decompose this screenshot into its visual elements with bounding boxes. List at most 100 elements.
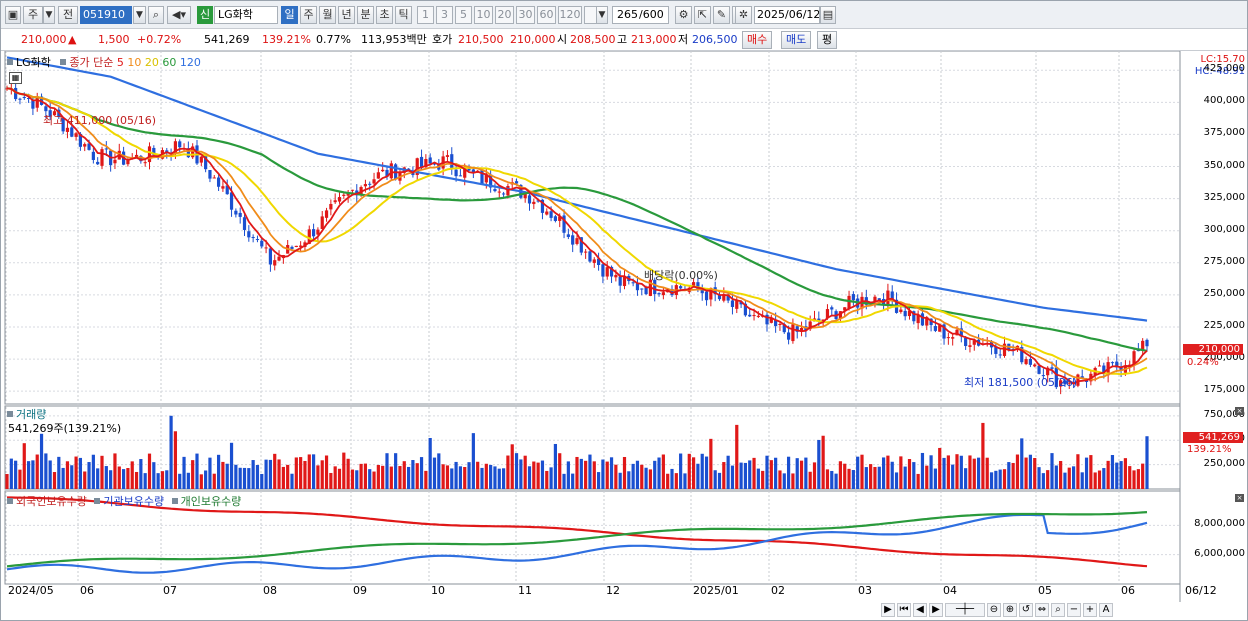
volume-bar <box>1128 466 1132 489</box>
volume-bar <box>208 457 212 489</box>
sell-button[interactable]: 매도 <box>781 31 812 49</box>
volume-bar <box>411 460 415 489</box>
chevron-down-icon[interactable]: ▼ <box>43 6 55 24</box>
speaker-icon[interactable]: ◀▾ <box>167 6 191 24</box>
candle-body <box>74 133 78 137</box>
interval-60-button[interactable]: 60 <box>537 6 556 24</box>
count-input[interactable]: 265 <box>612 6 640 24</box>
candle-body <box>320 216 324 229</box>
volume-bar <box>1007 462 1011 489</box>
volume-bar <box>1106 460 1110 489</box>
volume-bar <box>1071 466 1076 489</box>
interval-20-button[interactable]: 20 <box>495 6 514 24</box>
volume-bar <box>1050 453 1054 489</box>
prev-icon[interactable]: ◀ <box>913 603 927 617</box>
period-year-button[interactable]: 년 <box>338 6 355 24</box>
date-axis-label: 12 <box>606 584 620 597</box>
search-icon[interactable]: ⌕ <box>148 6 164 24</box>
next-icon[interactable]: ▶ <box>929 603 943 617</box>
period-minute-button[interactable]: 분 <box>357 6 374 24</box>
font-icon[interactable]: A <box>1099 603 1113 617</box>
plus-icon[interactable]: + <box>1083 603 1097 617</box>
search-icon[interactable]: ⌕ <box>1051 603 1065 617</box>
grid-toggle-icon[interactable]: ▦ <box>9 72 22 84</box>
price-axis-label: 275,000 <box>1203 255 1245 267</box>
volume-bar <box>199 474 203 489</box>
candle-body <box>955 329 959 336</box>
window-icon[interactable]: ▣ <box>5 6 21 24</box>
volume-bar <box>1132 470 1136 489</box>
fit-icon[interactable]: ⇔ <box>1035 603 1049 617</box>
candle-body <box>44 106 48 112</box>
price-axis-label: 425,000 <box>1203 63 1245 75</box>
candle-body <box>87 143 91 150</box>
candle-body <box>1097 365 1102 367</box>
volume-bar <box>355 470 359 489</box>
price-legend: LG화학 종가 단순 5 10 20 60 120 <box>7 54 201 70</box>
volume-bars <box>5 415 1149 489</box>
date-axis-label: 06 <box>1121 584 1135 597</box>
period-tick-button[interactable]: 틱 <box>395 6 412 24</box>
chevron-down-icon[interactable]: ▼ <box>133 6 146 24</box>
calendar-icon[interactable]: ▤ <box>820 6 836 24</box>
interval-10-button[interactable]: 10 <box>474 6 493 24</box>
zoom-slider[interactable]: ─┼─ <box>945 603 985 617</box>
interval-1-button[interactable]: 1 <box>417 6 434 24</box>
last-price-pct: 0.24% <box>1187 357 1219 368</box>
candle-body <box>756 315 760 317</box>
period-day-button[interactable]: 일 <box>281 6 298 24</box>
volume-bar <box>372 471 376 489</box>
chevron-down-icon[interactable]: ▼ <box>596 6 608 24</box>
buy-button[interactable]: 매수 <box>742 31 773 49</box>
zoom-in-icon[interactable]: ⊕ <box>1003 603 1017 617</box>
volume-axis-label: 750,000 <box>1203 408 1245 420</box>
avg-button[interactable]: 평 <box>817 31 838 49</box>
period-month-button[interactable]: 월 <box>319 6 336 24</box>
first-icon[interactable]: ⏮ <box>897 603 911 617</box>
chart-tools-icon[interactable]: ⚙ <box>675 6 692 24</box>
volume-bar <box>877 466 881 489</box>
zoom-icon[interactable]: ⇱ <box>694 6 711 24</box>
candle-body <box>229 192 234 210</box>
volume-bar <box>903 466 907 489</box>
interval-30-button[interactable]: 30 <box>516 6 535 24</box>
period-second-button[interactable]: 초 <box>376 6 393 24</box>
volume-bar <box>622 456 627 489</box>
candle-body <box>333 200 337 203</box>
volume-bar <box>808 471 812 489</box>
draw-icon[interactable]: ✎ <box>713 6 730 24</box>
volume-bar <box>964 468 968 489</box>
interval-120-button[interactable]: 120 <box>558 6 582 24</box>
market-select[interactable]: 주 <box>23 6 43 24</box>
volume-bar <box>774 457 778 489</box>
zoom-out-icon[interactable]: ⊖ <box>987 603 1001 617</box>
prev-button[interactable]: 전 <box>58 6 78 24</box>
candle-body <box>614 275 618 278</box>
period-week-button[interactable]: 주 <box>300 6 317 24</box>
volume-bar <box>843 463 847 489</box>
settings-gear-icon[interactable]: ✲ <box>735 6 752 24</box>
candle-body <box>631 282 635 284</box>
interval-3-button[interactable]: 3 <box>436 6 453 24</box>
volume-bar <box>920 452 925 489</box>
close-icon[interactable]: × <box>1235 407 1244 415</box>
volume-bar <box>35 454 39 489</box>
volume-bar <box>152 462 156 489</box>
candle-body <box>566 234 570 237</box>
candle-body <box>299 245 303 247</box>
scroll-right-icon[interactable]: ▶ <box>881 603 895 617</box>
date-input[interactable]: 2025/06/12 <box>754 6 820 24</box>
reset-icon[interactable]: ↺ <box>1019 603 1033 617</box>
volume-bar <box>113 453 117 489</box>
candle-body <box>294 245 298 248</box>
stock-name-field[interactable]: LG화학 <box>214 6 278 24</box>
stock-code-input[interactable]: 051910 <box>80 6 132 24</box>
ma-5-legend: 5 <box>116 56 124 69</box>
candle-body <box>640 288 644 290</box>
interval-5-button[interactable]: 5 <box>455 6 472 24</box>
close-icon[interactable]: × <box>1235 494 1244 502</box>
minus-icon[interactable]: − <box>1067 603 1081 617</box>
chart-area[interactable] <box>1 51 1248 621</box>
candle-body <box>342 194 346 196</box>
lc-label: LC:15.70 <box>1200 54 1245 65</box>
